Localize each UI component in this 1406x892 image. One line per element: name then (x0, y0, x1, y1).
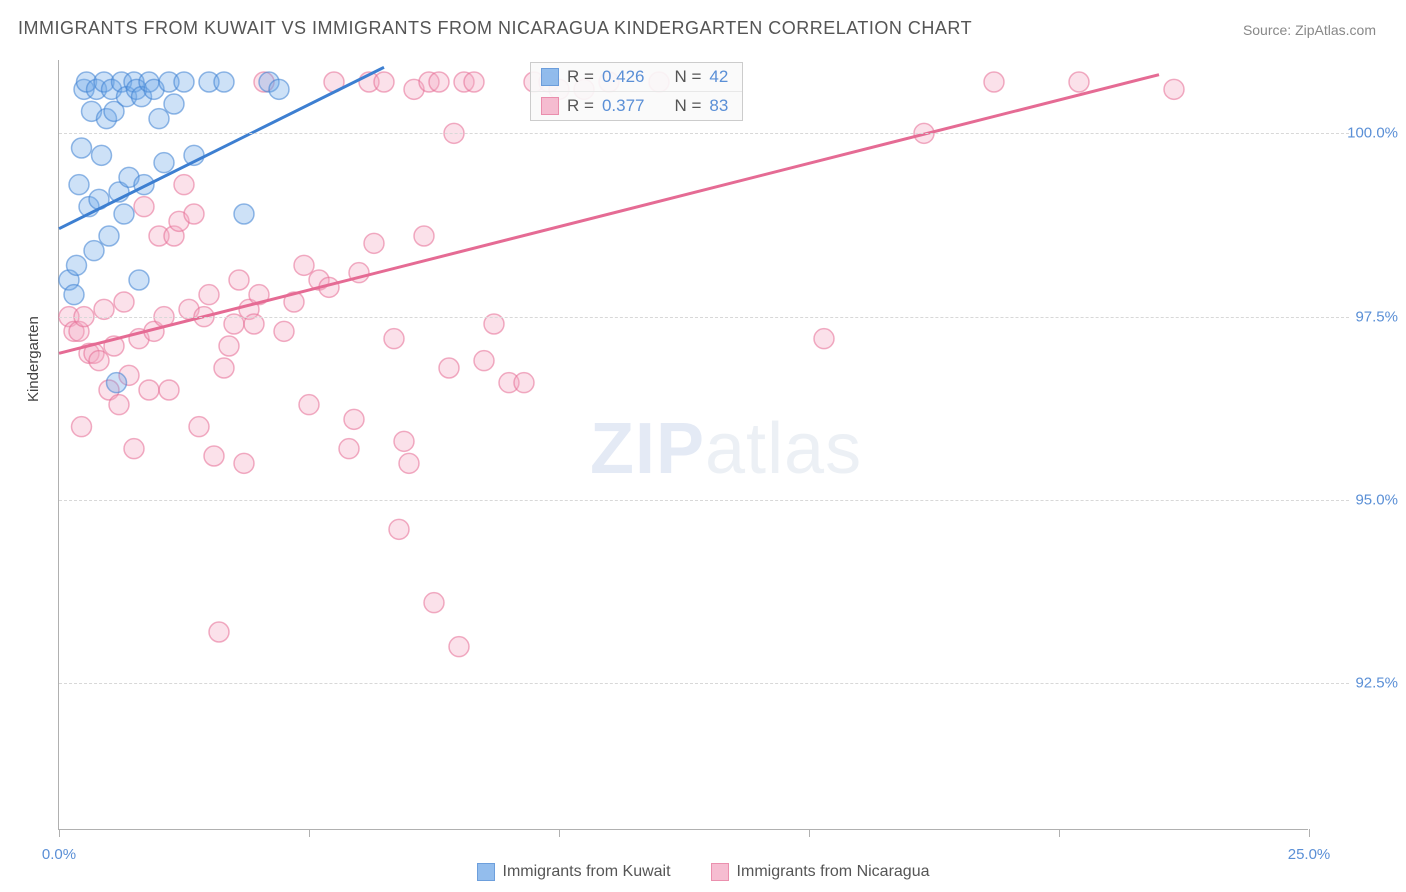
scatter-point (439, 358, 459, 378)
scatter-point (234, 453, 254, 473)
legend-swatch (541, 68, 559, 86)
scatter-point (474, 351, 494, 371)
scatter-point (269, 79, 289, 99)
legend-label: Immigrants from Kuwait (503, 863, 671, 881)
x-tick (59, 829, 60, 837)
plot-area: 92.5%95.0%97.5%100.0%0.0%25.0% (58, 60, 1308, 830)
scatter-point (149, 109, 169, 129)
scatter-point (154, 153, 174, 173)
grid-line (59, 133, 1349, 134)
scatter-point (294, 255, 314, 275)
scatter-point (384, 329, 404, 349)
x-tick (309, 829, 310, 837)
scatter-point (72, 417, 92, 437)
stats-n-value: 83 (709, 96, 728, 116)
scatter-point (1164, 79, 1184, 99)
scatter-point (64, 285, 84, 305)
y-axis-label: Kindergarten (25, 316, 42, 402)
scatter-point (344, 409, 364, 429)
scatter-point (107, 373, 127, 393)
grid-line (59, 500, 1349, 501)
stats-n-value: 42 (709, 67, 728, 87)
scatter-point (214, 72, 234, 92)
x-tick (1309, 829, 1310, 837)
scatter-point (184, 204, 204, 224)
scatter-point (199, 285, 219, 305)
y-tick-label: 92.5% (1318, 675, 1398, 692)
scatter-point (99, 226, 119, 246)
bottom-legend: Immigrants from Kuwait Immigrants from Ni… (0, 863, 1406, 886)
stats-row: R = 0.426 N = 42 (531, 63, 742, 92)
scatter-point (399, 453, 419, 473)
grid-line (59, 683, 1349, 684)
scatter-point (159, 380, 179, 400)
stats-r-label: R = (567, 96, 594, 116)
stats-r-value: 0.426 (602, 67, 645, 87)
scatter-point (209, 622, 229, 642)
scatter-point (814, 329, 834, 349)
legend-swatch (477, 863, 495, 881)
stats-box: R = 0.426 N = 42 R = 0.377 N = 83 (530, 62, 743, 121)
stats-row: R = 0.377 N = 83 (531, 92, 742, 120)
source-label: Source: ZipAtlas.com (1243, 22, 1376, 38)
scatter-point (164, 94, 184, 114)
scatter-point (114, 292, 134, 312)
scatter-point (394, 431, 414, 451)
stats-r-value: 0.377 (602, 96, 645, 116)
scatter-point (219, 336, 239, 356)
scatter-point (429, 72, 449, 92)
scatter-point (109, 395, 129, 415)
legend-label: Immigrants from Nicaragua (737, 863, 930, 881)
stats-n-label: N = (674, 67, 701, 87)
scatter-point (129, 270, 149, 290)
scatter-point (234, 204, 254, 224)
scatter-point (69, 175, 89, 195)
scatter-point (124, 439, 144, 459)
scatter-point (67, 255, 87, 275)
stats-n-label: N = (674, 96, 701, 116)
stats-r-label: R = (567, 67, 594, 87)
legend-item: Immigrants from Nicaragua (711, 863, 930, 881)
scatter-point (364, 233, 384, 253)
scatter-point (299, 395, 319, 415)
scatter-point (134, 197, 154, 217)
scatter-point (84, 241, 104, 261)
scatter-point (72, 138, 92, 158)
y-tick-label: 97.5% (1318, 308, 1398, 325)
scatter-point (214, 358, 234, 378)
scatter-point (274, 321, 294, 341)
scatter-point (389, 519, 409, 539)
scatter-point (414, 226, 434, 246)
x-tick (809, 829, 810, 837)
y-tick-label: 100.0% (1318, 125, 1398, 142)
scatter-point (1069, 72, 1089, 92)
scatter-point (229, 270, 249, 290)
scatter-point (374, 72, 394, 92)
scatter-point (114, 204, 134, 224)
chart-svg (59, 60, 1308, 829)
scatter-point (139, 380, 159, 400)
scatter-point (514, 373, 534, 393)
grid-line (59, 317, 1349, 318)
chart-title: IMMIGRANTS FROM KUWAIT VS IMMIGRANTS FRO… (18, 18, 972, 39)
scatter-point (89, 351, 109, 371)
scatter-point (189, 417, 209, 437)
scatter-point (464, 72, 484, 92)
legend-item: Immigrants from Kuwait (477, 863, 671, 881)
scatter-point (449, 637, 469, 657)
scatter-point (204, 446, 224, 466)
scatter-point (174, 175, 194, 195)
x-tick-label: 25.0% (1288, 846, 1331, 863)
scatter-point (174, 72, 194, 92)
scatter-point (92, 145, 112, 165)
scatter-point (984, 72, 1004, 92)
x-tick-label: 0.0% (42, 846, 76, 863)
y-tick-label: 95.0% (1318, 492, 1398, 509)
scatter-point (424, 593, 444, 613)
scatter-point (339, 439, 359, 459)
legend-swatch (711, 863, 729, 881)
legend-swatch (541, 97, 559, 115)
x-tick (559, 829, 560, 837)
x-tick (1059, 829, 1060, 837)
